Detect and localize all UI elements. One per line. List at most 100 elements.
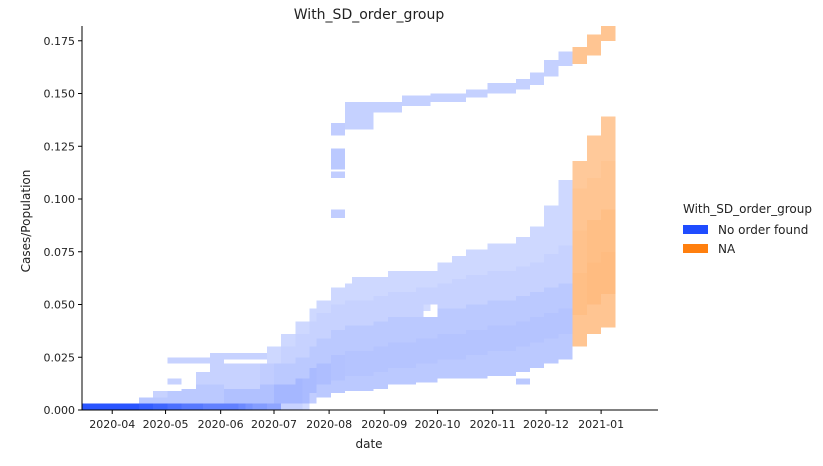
- heatmap-cell-na: [586, 220, 594, 263]
- heatmap-cell-no-order-found: [515, 296, 523, 322]
- heatmap-cell-no-order-found: [153, 397, 161, 404]
- heatmap-cell-no-order-found: [530, 342, 538, 368]
- heatmap-cell-na: [579, 230, 587, 273]
- heatmap-cell-no-order-found: [316, 338, 324, 364]
- legend: With_SD_order_group No order found NA: [683, 202, 812, 258]
- heatmap-cell-no-order-found: [430, 317, 438, 339]
- heatmap-cell-no-order-found: [558, 180, 566, 246]
- heatmap-cell-no-order-found: [224, 388, 232, 404]
- heatmap-cell-no-order-found: [473, 274, 481, 305]
- heatmap-cell-no-order-found: [309, 367, 317, 394]
- heatmap-cell-no-order-found: [345, 376, 353, 392]
- heatmap-cell-no-order-found: [309, 393, 317, 404]
- heatmap-cell-no-order-found: [281, 384, 289, 404]
- heatmap-cell-no-order-found: [458, 334, 466, 360]
- heatmap-cell-no-order-found: [330, 380, 338, 394]
- heatmap-cell-no-order-found: [423, 287, 431, 305]
- heatmap-cell-no-order-found: [416, 363, 424, 383]
- heatmap-cell-no-order-found: [565, 334, 573, 360]
- heatmap-cell-na: [586, 262, 594, 305]
- heatmap-cell-no-order-found: [338, 287, 346, 305]
- heatmap-cell-no-order-found: [437, 93, 445, 102]
- heatmap-cell-no-order-found: [458, 93, 466, 102]
- heatmap-cell-no-order-found: [430, 338, 438, 364]
- heatmap-cell-no-order-found: [259, 403, 267, 410]
- heatmap-cell-no-order-found: [466, 249, 474, 275]
- heatmap-cell-no-order-found: [387, 367, 395, 385]
- heatmap-cell-no-order-found: [551, 59, 559, 77]
- heatmap-cell-no-order-found: [551, 312, 559, 339]
- heatmap-cell-no-order-found: [330, 355, 338, 381]
- heatmap-cell-no-order-found: [330, 209, 338, 218]
- heatmap-cell-no-order-found: [352, 325, 360, 351]
- heatmap-cell-no-order-found: [508, 270, 516, 301]
- heatmap-cell-no-order-found: [202, 372, 210, 385]
- heatmap-cell-no-order-found: [188, 388, 196, 404]
- heatmap-cell-no-order-found: [366, 325, 374, 351]
- heatmap-cell-no-order-found: [402, 291, 410, 318]
- heatmap-cell-no-order-found: [537, 226, 545, 263]
- heatmap-cell-no-order-found: [530, 291, 538, 318]
- heatmap-cell-no-order-found: [387, 270, 395, 292]
- heatmap-cell-no-order-found: [345, 101, 353, 130]
- heatmap-cell-no-order-found: [508, 350, 516, 377]
- heatmap-cell-no-order-found: [266, 403, 274, 410]
- heatmap-cell-no-order-found: [537, 72, 545, 86]
- heatmap-cell-no-order-found: [274, 403, 282, 410]
- legend-item-no-order-found: No order found: [683, 220, 812, 239]
- heatmap-cell-no-order-found: [330, 123, 338, 136]
- heatmap-cell-no-order-found: [522, 236, 530, 267]
- heatmap-cell-no-order-found: [302, 378, 310, 404]
- heatmap-cell-no-order-found: [466, 274, 474, 305]
- heatmap-cell-no-order-found: [508, 82, 516, 94]
- heatmap-cell-no-order-found: [522, 378, 530, 385]
- heatmap-cell-no-order-found: [167, 357, 175, 364]
- heatmap-cell-no-order-found: [437, 283, 445, 309]
- heatmap-cell-na: [594, 135, 602, 178]
- heatmap-cell-no-order-found: [466, 304, 474, 330]
- heatmap-cell-no-order-found: [387, 317, 395, 343]
- heatmap-cell-no-order-found: [380, 372, 388, 389]
- heatmap-cell-no-order-found: [565, 308, 573, 335]
- heatmap-cell-no-order-found: [323, 312, 331, 339]
- x-tick-label: 2021-01: [578, 418, 624, 431]
- heatmap-cell-no-order-found: [387, 101, 395, 113]
- heatmap-cell-no-order-found: [281, 334, 289, 347]
- x-tick-label: 2020-10: [415, 418, 461, 431]
- heatmap-cell-na: [586, 177, 594, 221]
- heatmap-cell-na: [572, 161, 580, 189]
- heatmap-cell-no-order-found: [210, 353, 218, 364]
- heatmap-cell-no-order-found: [480, 304, 488, 330]
- y-tick-label: 0.075: [44, 246, 76, 259]
- heatmap-cell-no-order-found: [231, 403, 239, 410]
- heatmap-cell-no-order-found: [359, 277, 367, 301]
- heatmap-cell-no-order-found: [508, 243, 516, 271]
- y-tick-label: 0.150: [44, 88, 76, 101]
- y-tick-label: 0.125: [44, 140, 76, 153]
- heatmap-cell-no-order-found: [345, 300, 353, 326]
- heatmap-cell-no-order-found: [288, 403, 296, 410]
- y-tick-label: 0.100: [44, 193, 76, 206]
- heatmap-cell-no-order-found: [530, 317, 538, 343]
- heatmap-cell-no-order-found: [202, 357, 210, 364]
- heatmap-cell-no-order-found: [494, 270, 502, 301]
- heatmap-cell-no-order-found: [544, 253, 552, 288]
- heatmap-cell-no-order-found: [316, 363, 324, 385]
- heatmap-cell-no-order-found: [373, 296, 381, 322]
- y-tick-label: 0.025: [44, 351, 76, 364]
- x-axis-label: date: [355, 437, 382, 451]
- heatmap-cell-no-order-found: [451, 308, 459, 335]
- heatmap-cell-no-order-found: [416, 95, 424, 107]
- x-tick-label: 2020-12: [523, 418, 569, 431]
- heatmap-cell-no-order-found: [160, 397, 168, 404]
- heatmap-cell-no-order-found: [338, 171, 346, 178]
- heatmap-cell-no-order-found: [537, 262, 545, 292]
- heatmap-cell-no-order-found: [522, 266, 530, 297]
- heatmap-cell-no-order-found: [444, 283, 452, 309]
- heatmap-cell-no-order-found: [565, 245, 573, 284]
- heatmap-cell-no-order-found: [480, 249, 488, 275]
- heatmap-cell-no-order-found: [530, 262, 538, 292]
- x-tick-label: 2020-11: [470, 418, 516, 431]
- heatmap-cell-no-order-found: [224, 353, 232, 360]
- x-tick-label: 2020-04: [89, 418, 135, 431]
